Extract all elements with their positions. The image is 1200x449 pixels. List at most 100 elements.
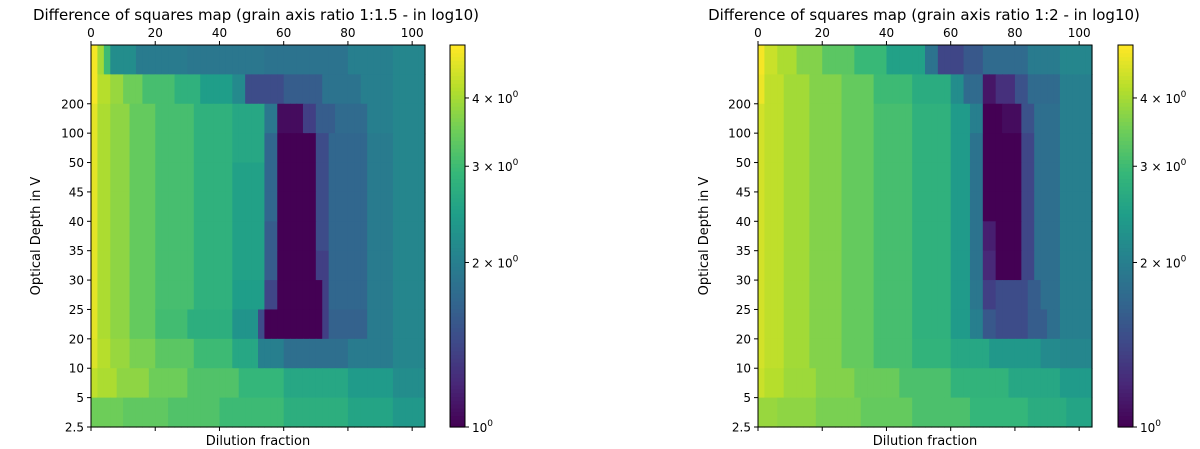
heatmap-cell [1072, 338, 1080, 369]
heatmap-cell [802, 397, 810, 428]
heatmap-cell [309, 309, 317, 340]
heatmap-cell [225, 368, 233, 399]
heatmap-cell [399, 368, 407, 399]
heatmap-cell [886, 103, 894, 134]
heatmap-cell [828, 280, 836, 311]
heatmap-cell [129, 368, 137, 399]
heatmap-cell [193, 133, 201, 164]
heatmap-cell [1027, 397, 1035, 428]
heatmap-cell [341, 162, 349, 193]
heatmap-cell [347, 280, 355, 311]
heatmap-cell [841, 191, 849, 222]
heatmap-cell [1002, 221, 1010, 252]
heatmap-cell [341, 45, 349, 75]
heatmap-cell [405, 250, 413, 281]
chart-title: Difference of squares map (grain axis ra… [33, 6, 479, 24]
colorbar-segment [450, 369, 465, 375]
heatmap-cell [283, 103, 291, 134]
heatmap-cell [809, 250, 817, 281]
heatmap-cell [764, 309, 772, 340]
heatmap-cell [1021, 191, 1029, 222]
colorbar-segment [1118, 239, 1133, 245]
heatmap-cell [180, 162, 188, 193]
heatmap-cell [976, 191, 984, 222]
heatmap-cell [1014, 45, 1022, 75]
heatmap-cell [1021, 309, 1029, 340]
heatmap-cell [135, 45, 143, 75]
heatmap-cell [937, 103, 945, 134]
heatmap-cell [206, 338, 214, 369]
heatmap-cell [873, 309, 881, 340]
heatmap-cell [1079, 221, 1087, 252]
heatmap-cell [847, 74, 855, 105]
heatmap-cell [963, 221, 971, 252]
heatmap-cell [783, 368, 791, 399]
heatmap-cell [1047, 162, 1055, 193]
heatmap-cell [341, 397, 349, 428]
heatmap-cell [103, 397, 111, 428]
x-tick-label: 0 [87, 26, 95, 40]
heatmap-cell [963, 133, 971, 164]
heatmap-cell [283, 74, 291, 105]
heatmap-cell [892, 162, 900, 193]
heatmap-cell [129, 338, 137, 369]
y-tick-label: 35 [736, 244, 751, 258]
heatmap-cell [790, 162, 798, 193]
heatmap-cell [918, 162, 926, 193]
heatmap-cell [270, 191, 278, 222]
colorbar-segment [1118, 197, 1133, 203]
heatmap-cell [1047, 221, 1055, 252]
heatmap-cell [770, 368, 778, 399]
heatmap-cell [200, 280, 208, 311]
heatmap-cell [1047, 191, 1055, 222]
colorbar-segment [450, 415, 465, 420]
colorbar-segment [1118, 45, 1133, 50]
heatmap-cell [944, 133, 952, 164]
colorbar-segment [450, 255, 465, 260]
colorbar-segment [450, 201, 465, 207]
heatmap-cell [918, 280, 926, 311]
heatmap-cell [886, 250, 894, 281]
heatmap-cell [976, 74, 984, 105]
heatmap-cell [347, 74, 355, 105]
heatmap-cell [892, 397, 900, 428]
colorbar-segment [1118, 151, 1133, 157]
heatmap-cell [758, 338, 766, 369]
heatmap-cell [944, 191, 952, 222]
heatmap-cell [277, 74, 285, 105]
heatmap-cell [328, 338, 336, 369]
heatmap-cell [187, 250, 195, 281]
heatmap-cell [783, 250, 791, 281]
heatmap-cell [270, 280, 278, 311]
heatmap-cell [950, 162, 958, 193]
heatmap-cell [219, 309, 227, 340]
heatmap-cell [822, 103, 830, 134]
heatmap-cell [180, 45, 188, 75]
colorbar-segment [1118, 102, 1133, 107]
heatmap-cell [200, 133, 208, 164]
heatmap-cell [174, 397, 182, 428]
heatmap-cell [155, 221, 163, 252]
colorbar-segment [1118, 392, 1133, 398]
chart-title: Difference of squares map (grain axis ra… [708, 6, 1140, 24]
heatmap-cell [790, 338, 798, 369]
heatmap-cell [995, 162, 1003, 193]
colorbar-segment [450, 52, 465, 58]
heatmap-cell [347, 250, 355, 281]
heatmap-cell [989, 191, 997, 222]
colorbar-segment [1118, 148, 1133, 153]
heatmap-cell [367, 103, 375, 134]
heatmap-cell [148, 309, 156, 340]
heatmap-cell [982, 133, 990, 164]
colorbar-segment [450, 258, 465, 264]
colorbar-segment [450, 247, 465, 252]
heatmap-cell [815, 45, 823, 75]
heatmap-cell [1021, 280, 1029, 311]
colorbar-segment [1118, 48, 1133, 54]
heatmap-cell [219, 74, 227, 105]
heatmap-cell [251, 221, 259, 252]
heatmap-cell [815, 162, 823, 193]
heatmap-cell [1040, 133, 1048, 164]
heatmap-cell [770, 338, 778, 369]
heatmap-cell [847, 221, 855, 252]
